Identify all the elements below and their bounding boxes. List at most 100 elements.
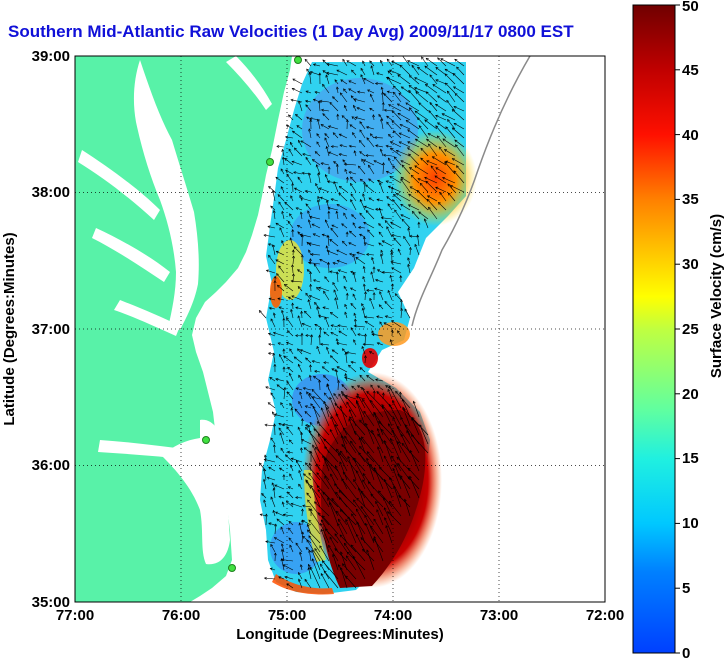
velocity-arrowhead	[334, 548, 338, 552]
velocity-arrowhead	[332, 553, 335, 557]
velocity-arrow	[426, 138, 438, 148]
velocity-arrow	[287, 366, 294, 373]
velocity-arrow	[386, 77, 402, 85]
velocity-arrowhead	[323, 438, 327, 442]
velocity-arrowhead	[343, 104, 347, 109]
velocity-arrowhead	[284, 454, 288, 458]
velocity-arrow	[356, 508, 366, 526]
velocity-arrowhead	[327, 125, 331, 129]
velocity-arrow	[384, 109, 393, 112]
velocity-arrow	[345, 352, 348, 364]
velocity-arrowhead	[327, 261, 331, 265]
velocity-arrow	[400, 214, 411, 220]
velocity-arrowhead	[350, 95, 354, 99]
velocity-arrowhead	[314, 90, 318, 94]
velocity-arrow	[401, 86, 411, 94]
velocity-arrowhead	[384, 315, 388, 319]
velocity-arrowhead	[306, 116, 310, 120]
velocity-arrow	[273, 353, 276, 364]
velocity-arrow	[270, 392, 276, 400]
velocity-arrow	[310, 403, 321, 418]
velocity-arrow	[363, 236, 366, 247]
velocity-arrow	[338, 519, 348, 535]
velocity-arrowhead	[289, 348, 293, 352]
velocity-arrowhead	[350, 193, 354, 197]
velocity-arrow	[435, 187, 447, 193]
velocity-arrowhead	[424, 176, 428, 180]
velocity-arrowhead	[454, 93, 458, 96]
velocity-arrowhead	[328, 544, 331, 548]
velocity-arrow	[379, 291, 384, 301]
velocity-arrow	[386, 121, 393, 130]
velocity-arrow	[306, 391, 312, 400]
velocity-arrow	[292, 264, 294, 274]
velocity-arrow	[268, 466, 276, 472]
velocity-arrow	[298, 484, 303, 490]
velocity-arrow	[275, 511, 285, 517]
velocity-arrowhead	[399, 299, 403, 303]
velocity-arrowhead	[300, 310, 304, 314]
velocity-arrow	[364, 242, 375, 247]
velocity-arrow	[362, 399, 375, 418]
velocity-arrowhead	[380, 59, 383, 63]
velocity-arrow	[370, 384, 375, 391]
velocity-arrowhead	[278, 306, 282, 310]
velocity-arrow	[441, 113, 456, 121]
velocity-arrow	[407, 141, 420, 148]
velocity-arrowhead	[375, 500, 378, 504]
velocity-arrowhead	[362, 159, 367, 163]
velocity-arrowhead	[339, 92, 343, 96]
velocity-arrow	[393, 92, 402, 103]
velocity-arrowhead	[408, 167, 413, 170]
velocity-arrowhead	[326, 71, 330, 75]
velocity-arrowhead	[308, 549, 312, 553]
velocity-arrow	[278, 342, 285, 346]
velocity-arrowhead	[337, 564, 341, 568]
velocity-arrowhead	[437, 95, 441, 99]
velocity-arrow	[274, 414, 285, 418]
velocity-arrowhead	[396, 103, 400, 107]
velocity-arrowhead	[453, 106, 457, 109]
rappahannock-river	[92, 228, 170, 282]
velocity-arrowhead	[389, 476, 392, 480]
velocity-arrow	[324, 133, 330, 139]
velocity-arrowhead	[307, 563, 311, 567]
velocity-arrow	[321, 407, 330, 427]
velocity-arrowhead	[347, 516, 351, 520]
velocity-arrow	[273, 444, 276, 454]
velocity-arrowhead	[305, 357, 309, 361]
velocity-arrowhead	[306, 68, 310, 72]
velocity-arrow	[322, 113, 330, 121]
velocity-arrowhead	[409, 234, 413, 238]
velocity-arrow	[384, 301, 393, 310]
velocity-arrowhead	[294, 408, 298, 412]
velocity-arrowhead	[314, 370, 318, 373]
velocity-arrow	[391, 61, 402, 67]
velocity-arrowhead	[330, 227, 334, 231]
velocity-arrow	[308, 519, 321, 535]
velocity-arrow	[401, 218, 411, 229]
velocity-arrow	[336, 342, 348, 346]
velocity-arrowhead	[325, 145, 329, 149]
velocity-arrow	[298, 375, 303, 382]
velocity-arrow	[344, 304, 348, 310]
velocity-arrow	[284, 201, 294, 211]
velocity-arrow	[356, 393, 366, 409]
velocity-arrow	[349, 416, 366, 436]
velocity-arrowhead	[327, 206, 331, 210]
velocity-arrowhead	[353, 150, 357, 154]
velocity-arrow	[273, 210, 276, 220]
velocity-arrow	[307, 499, 321, 517]
velocity-arrow	[349, 253, 357, 256]
velocity-arrow	[359, 446, 375, 463]
velocity-arrow	[313, 64, 321, 67]
velocity-arrowhead	[320, 124, 324, 127]
velocity-arrowhead	[372, 292, 376, 296]
velocity-arrow	[410, 174, 420, 184]
velocity-arrowhead	[400, 160, 404, 163]
velocity-arrow	[332, 262, 339, 265]
velocity-arrowhead	[304, 462, 308, 466]
velocity-arrowhead	[339, 509, 343, 513]
velocity-arrow	[316, 141, 321, 148]
velocity-arrowhead	[452, 72, 456, 76]
